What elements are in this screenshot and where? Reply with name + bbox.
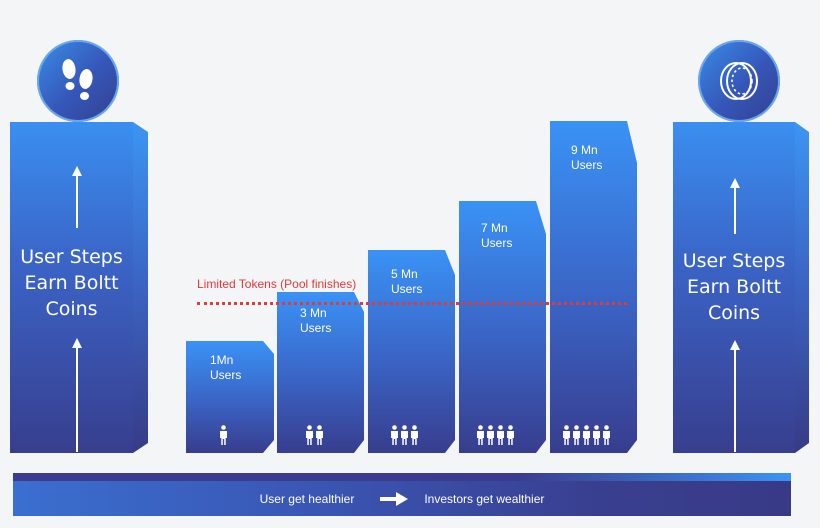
bar-label: 1Mn Users [210,353,241,383]
bar-unit: Users [300,321,332,335]
footer-right-text: Investors get wealthier [424,491,545,506]
footer-top-stripe [13,473,791,481]
people-icons [390,425,419,445]
left-pillar-content: User Steps Earn Boltt Coins [10,122,133,453]
bar-value: 5 Mn [391,267,418,281]
bar-9mn: 9 Mn Users [550,121,637,453]
person-icon [400,425,409,445]
bar-unit: Users [210,368,242,382]
person-icon [476,425,485,445]
left-pillar-text: User Steps Earn Boltt Coins [10,244,133,322]
person-icon [219,425,228,445]
footer-left-text: User get healthier [259,491,355,506]
coin-badge [698,40,780,122]
up-arrow-head [72,166,82,176]
footprints-badge [37,40,119,122]
bar-value: 1Mn [210,353,234,367]
bar-value: 3 Mn [300,306,327,320]
text-line: User Steps [20,246,123,268]
up-arrow-icon [76,344,78,452]
person-icon [562,425,571,445]
text-line: Coins [707,302,761,324]
bar-label: 3 Mn Users [300,306,331,336]
person-icon [496,425,505,445]
left-pillar-side [133,122,148,453]
bar-label: 7 Mn Users [481,221,512,251]
people-icons [219,425,228,445]
limit-dotted-line [197,302,627,305]
bar-1mn: 1Mn Users [186,341,274,453]
person-icon [486,425,495,445]
people-icons [476,425,515,445]
up-arrow-head [730,340,740,350]
person-icon [602,425,611,445]
left-pillar [10,122,133,453]
up-arrow-head [72,338,82,348]
text-line: Earn Boltt [686,276,782,298]
right-pillar-content: User Steps Earn Boltt Coins [673,122,795,453]
bar-7mn: 7 Mn Users [459,201,546,453]
footer-banner: User get healthier Investors get wealthi… [13,481,791,516]
up-arrow-icon [734,184,736,234]
footprints-icon [62,59,93,100]
person-icon [410,425,419,445]
right-pillar-text: User Steps Earn Boltt Coins [673,248,795,326]
text-line: Coins [45,298,98,320]
text-line: User Steps [682,250,786,272]
right-arrow-icon [380,491,409,506]
person-icon [315,425,324,445]
up-arrow-icon [734,346,736,452]
up-arrow-icon [76,172,78,228]
person-icon [305,425,314,445]
text-line: Earn Boltt [24,272,119,294]
limit-label: Limited Tokens (Pool finishes) [197,277,357,291]
bar-unit: Users [481,236,513,250]
bar-3mn: 3 Mn Users [277,292,364,453]
right-pillar-side [795,122,809,453]
person-icon [592,425,601,445]
bar-unit: Users [571,158,603,172]
bar-5mn: 5 Mn Users [368,250,455,453]
person-icon [390,425,399,445]
bar-value: 7 Mn [481,221,508,235]
people-icons [562,425,611,445]
coin-icon [720,62,758,100]
bar-unit: Users [391,282,423,296]
up-arrow-head [730,178,740,188]
person-icon [582,425,591,445]
bar-label: 5 Mn Users [391,267,422,297]
person-icon [572,425,581,445]
bar-label: 9 Mn Users [571,143,602,173]
people-icons [305,425,324,445]
bar-value: 9 Mn [571,143,598,157]
person-icon [506,425,515,445]
